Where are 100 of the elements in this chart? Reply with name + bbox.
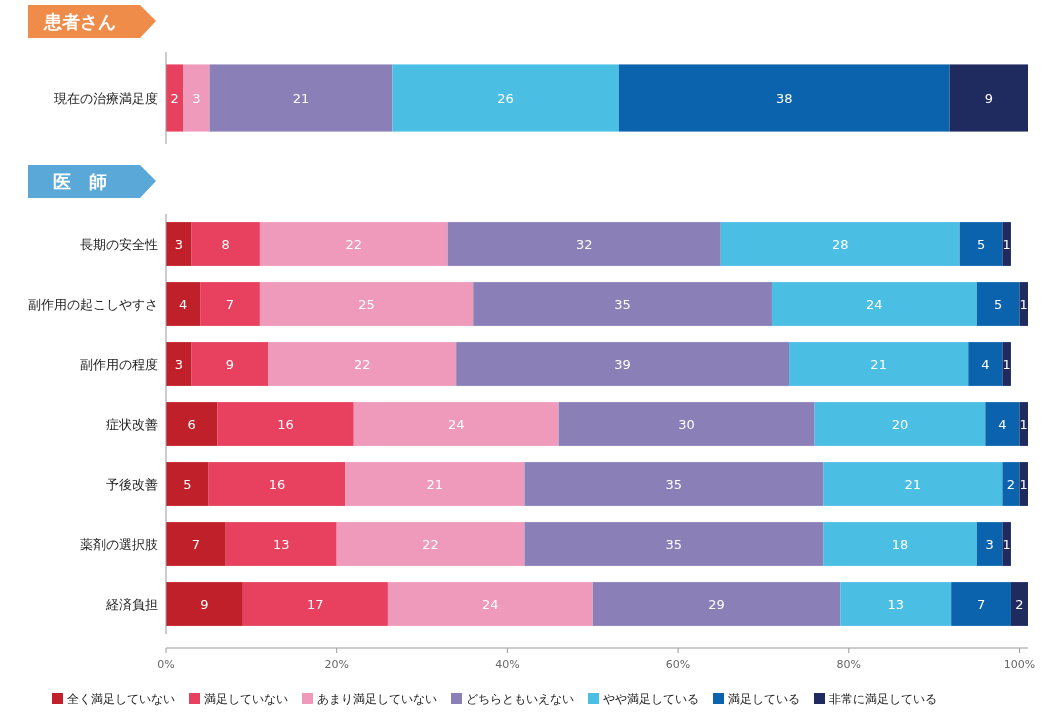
bar bbox=[191, 222, 260, 266]
bar bbox=[345, 462, 525, 506]
data-label: 1 bbox=[1019, 477, 1028, 492]
y-tick-label: 薬剤の選択肢 bbox=[80, 537, 158, 552]
bar bbox=[592, 582, 841, 626]
data-label: 16 bbox=[277, 417, 294, 432]
data-label: 17 bbox=[307, 597, 324, 612]
bar bbox=[976, 282, 1020, 326]
bar bbox=[259, 282, 474, 326]
data-label: 24 bbox=[866, 297, 883, 312]
x-tick-label: 20% bbox=[324, 658, 349, 671]
chart-title: 医 師 bbox=[53, 171, 107, 192]
data-label: 1 bbox=[1002, 237, 1011, 252]
bar bbox=[191, 342, 269, 386]
data-label: 5 bbox=[993, 297, 1003, 312]
y-tick-label: 副作用の起こしやすさ bbox=[28, 297, 158, 312]
data-label: 18 bbox=[891, 537, 909, 552]
bar bbox=[166, 64, 184, 132]
bar bbox=[823, 522, 977, 566]
y-tick-label: 症状改善 bbox=[106, 417, 158, 432]
bar bbox=[447, 222, 721, 266]
data-label: 7 bbox=[191, 537, 201, 552]
bar bbox=[242, 582, 388, 626]
data-label: 35 bbox=[614, 297, 631, 312]
legend-label: どちらともいえない bbox=[466, 692, 574, 706]
bar bbox=[618, 64, 950, 132]
bar bbox=[1002, 462, 1020, 506]
bar bbox=[225, 522, 337, 566]
bar bbox=[959, 222, 1003, 266]
y-tick-label: 経済負担 bbox=[105, 597, 158, 612]
data-label: 24 bbox=[447, 417, 465, 432]
bar bbox=[823, 462, 1003, 506]
data-label: 2 bbox=[170, 91, 179, 106]
bar bbox=[353, 402, 559, 446]
legend-label: 満足していない bbox=[204, 692, 288, 706]
data-label: 3 bbox=[192, 91, 201, 106]
bar bbox=[166, 342, 192, 386]
data-label: 22 bbox=[422, 537, 439, 552]
bar bbox=[456, 342, 790, 386]
data-label: 7 bbox=[225, 297, 235, 312]
bar bbox=[268, 342, 457, 386]
bar bbox=[985, 402, 1020, 446]
bar bbox=[1002, 342, 1011, 386]
data-label: 30 bbox=[678, 417, 695, 432]
data-label: 3 bbox=[174, 357, 183, 372]
bar bbox=[840, 582, 952, 626]
x-tick-label: 80% bbox=[836, 658, 861, 671]
data-label: 1 bbox=[1002, 357, 1011, 372]
legend-label: あまり満足していない bbox=[317, 692, 437, 706]
data-label: 3 bbox=[985, 537, 994, 552]
data-label: 8 bbox=[221, 237, 230, 252]
bar bbox=[949, 64, 1028, 132]
y-tick-label: 長期の安全性 bbox=[80, 237, 158, 252]
bar bbox=[720, 222, 960, 266]
data-label: 21 bbox=[904, 477, 922, 492]
data-label: 5 bbox=[183, 477, 192, 492]
data-label: 24 bbox=[482, 597, 499, 612]
data-label: 1 bbox=[1019, 417, 1028, 432]
bar bbox=[558, 402, 815, 446]
bar bbox=[166, 402, 218, 446]
data-label: 21 bbox=[426, 477, 444, 492]
data-label: 29 bbox=[708, 597, 725, 612]
data-label: 9 bbox=[200, 597, 209, 612]
bar bbox=[208, 462, 346, 506]
bar bbox=[976, 522, 1003, 566]
data-label: 4 bbox=[981, 357, 990, 372]
bar bbox=[392, 64, 619, 132]
data-label: 21 bbox=[870, 357, 887, 372]
bar bbox=[166, 282, 201, 326]
data-label: 9 bbox=[984, 91, 993, 106]
bar bbox=[968, 342, 1003, 386]
bar bbox=[166, 462, 209, 506]
legend-label: 満足している bbox=[728, 692, 800, 706]
data-label: 7 bbox=[976, 597, 986, 612]
chart-title: 患者さん bbox=[43, 11, 116, 32]
data-label: 2 bbox=[1015, 597, 1024, 612]
bar bbox=[473, 282, 772, 326]
data-label: 28 bbox=[831, 237, 849, 252]
bar bbox=[166, 222, 192, 266]
bar bbox=[1010, 582, 1028, 626]
bar bbox=[789, 342, 969, 386]
data-label: 26 bbox=[497, 91, 514, 106]
data-label: 21 bbox=[292, 91, 310, 106]
bar bbox=[1019, 282, 1028, 326]
legend-label: やや満足している bbox=[603, 692, 699, 706]
bar bbox=[217, 402, 354, 446]
legend-label: 非常に満足している bbox=[829, 692, 937, 706]
bar bbox=[951, 582, 1011, 626]
bar bbox=[814, 402, 986, 446]
data-label: 9 bbox=[225, 357, 235, 372]
bar bbox=[1019, 402, 1028, 446]
bar bbox=[771, 282, 977, 326]
data-label: 4 bbox=[998, 417, 1007, 432]
bar bbox=[524, 522, 824, 566]
data-label: 13 bbox=[887, 597, 904, 612]
bar bbox=[387, 582, 593, 626]
y-tick-label: 予後改善 bbox=[106, 477, 158, 492]
data-label: 6 bbox=[187, 417, 196, 432]
bar bbox=[1002, 522, 1011, 566]
data-label: 32 bbox=[575, 237, 593, 252]
